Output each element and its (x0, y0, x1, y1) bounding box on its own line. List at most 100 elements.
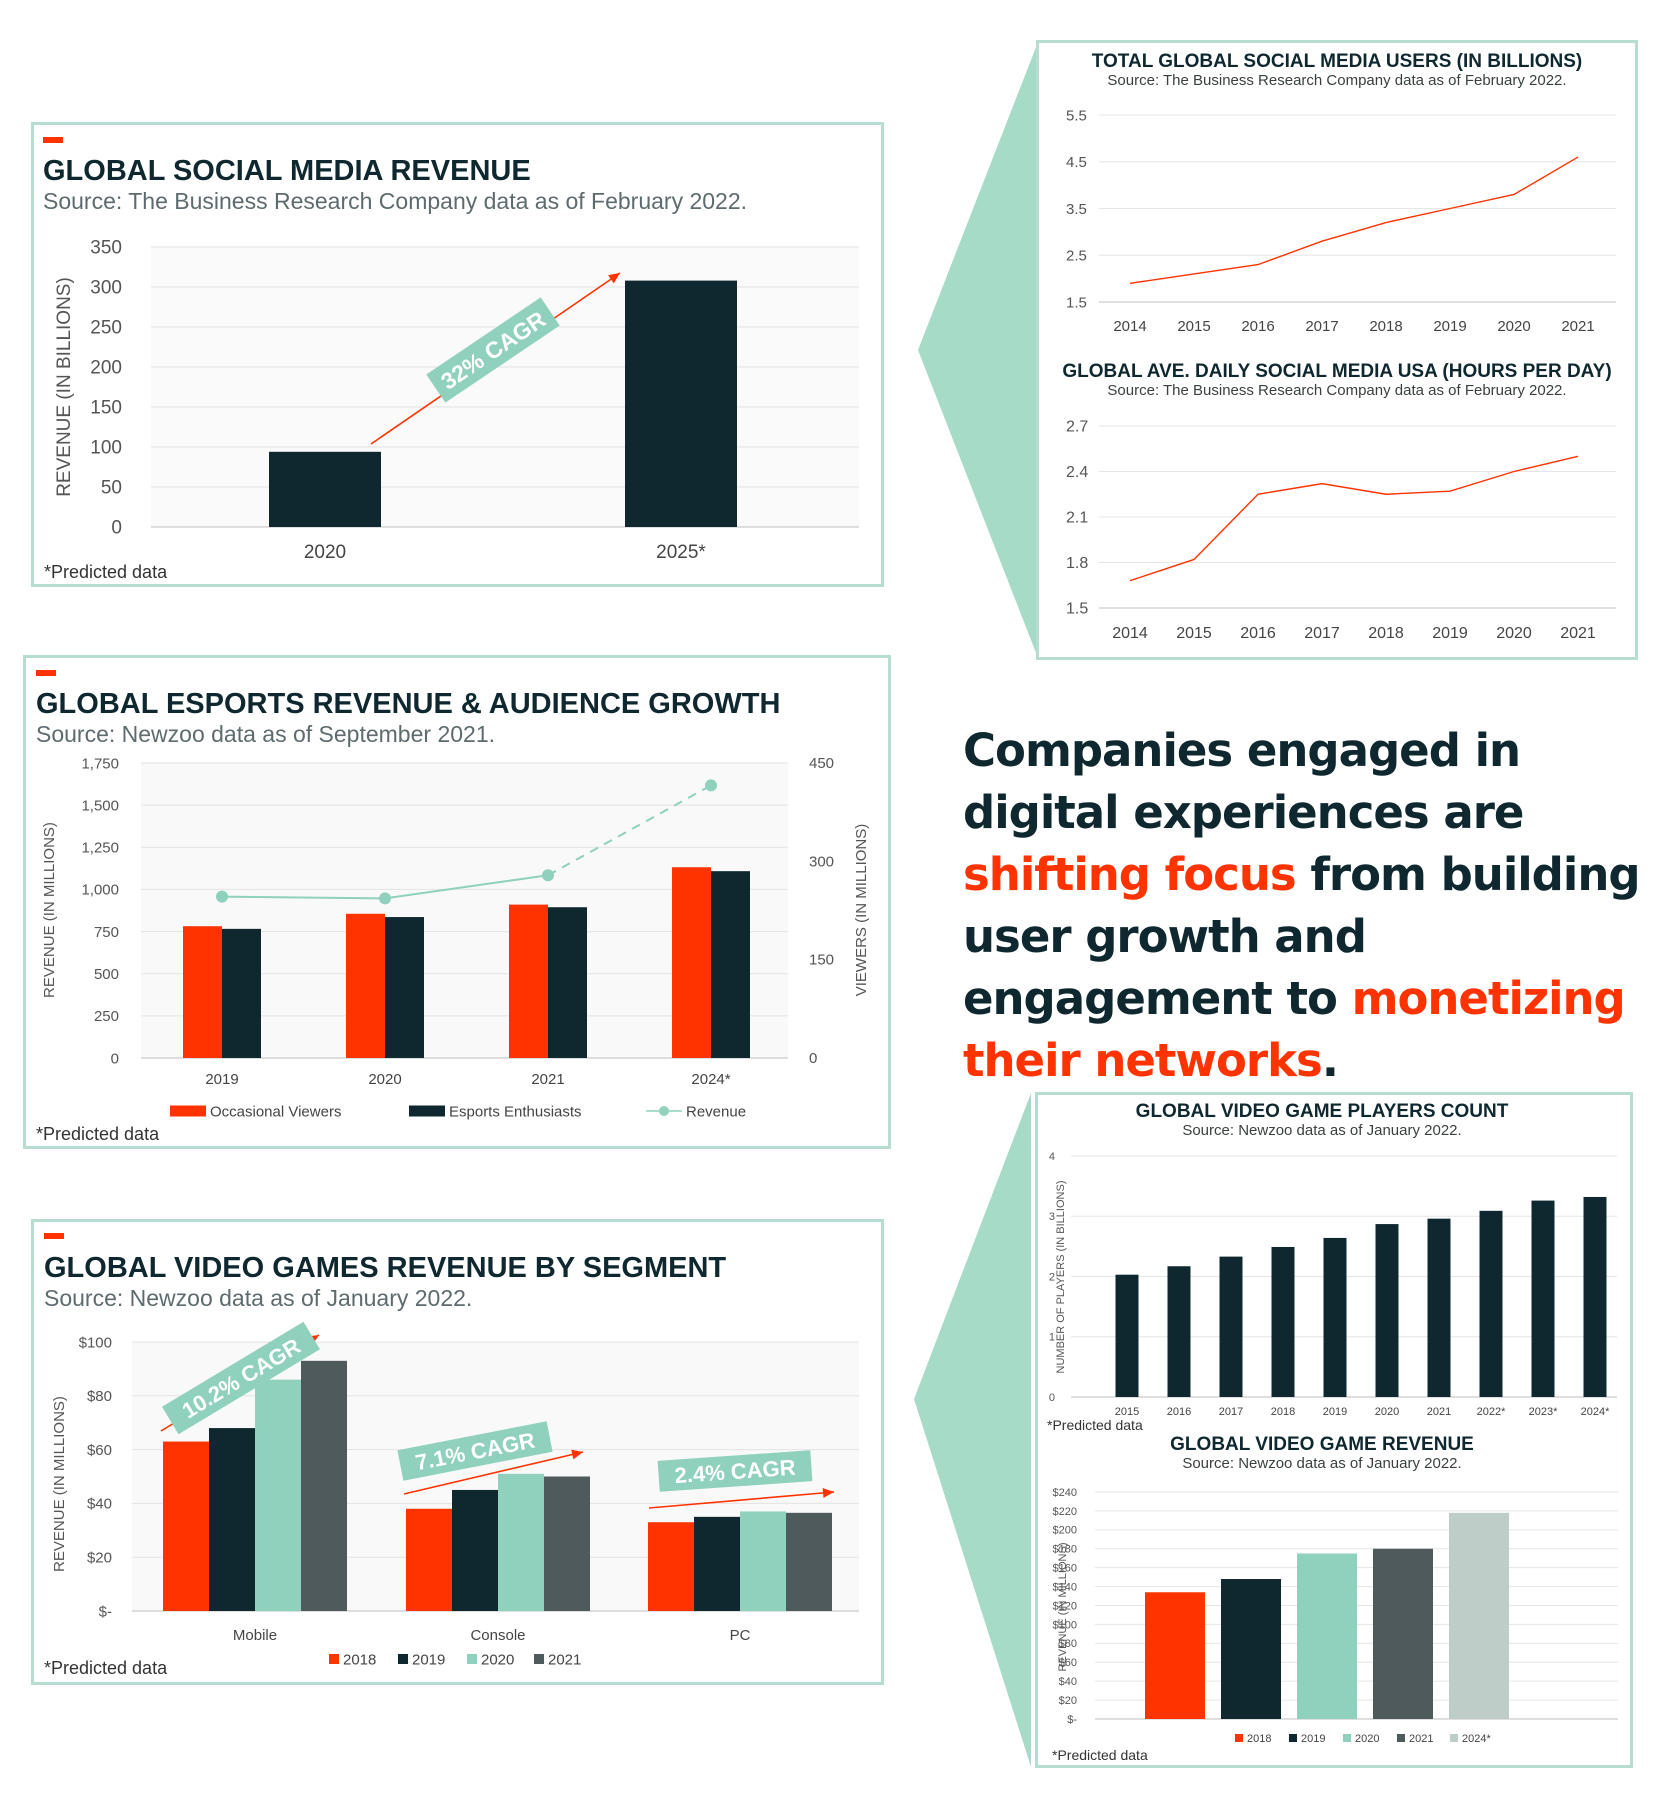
y-tick-label: $- (99, 1603, 112, 1620)
accent-mark (44, 1233, 64, 1239)
legend-swatch (329, 1654, 339, 1664)
x-tick-label: 2020 (368, 1071, 401, 1088)
x-tick-label: 2020 (1497, 318, 1530, 335)
y-tick-label: 2.7 (1066, 419, 1088, 436)
bar (1145, 1592, 1205, 1719)
chart-source-vg-revenue: Source: Newzoo data as of January 2022. (1182, 1455, 1462, 1472)
x-tick-label: 2014 (1113, 318, 1146, 335)
legend-label: 2018 (343, 1651, 376, 1668)
panel-source: Source: Newzoo data as of September 2021… (36, 721, 496, 747)
revenue-point (705, 779, 717, 792)
bar (740, 1511, 786, 1611)
x-tick-label: 2018 (1368, 625, 1404, 642)
y-tick-label: 0 (111, 1050, 119, 1067)
bar (269, 451, 381, 527)
y-tick-label: 3.5 (1066, 201, 1087, 218)
x-tick-label: PC (730, 1627, 751, 1644)
cagr-badge: 2.4% CAGR (657, 1450, 813, 1492)
cagr-badge-bg (657, 1450, 813, 1492)
x-tick-label: 2023* (1529, 1406, 1558, 1418)
y-tick-label: 2.5 (1066, 248, 1087, 265)
legend-label: Esports Enthusiasts (449, 1103, 582, 1120)
accent-mark (43, 137, 63, 143)
bar (648, 1522, 694, 1611)
chart-social-users: 1.5 2.5 3.5 4.5 5.5 2014 2015 2016 2017 2018 2019 2… (1066, 107, 1616, 642)
y-tick-label: $200 (1053, 1525, 1077, 1537)
x-tick-label: 2019 (1323, 1406, 1347, 1418)
y-tick-label: 500 (94, 966, 119, 983)
y-tick-label: 350 (90, 238, 122, 259)
legend-swatch (1397, 1734, 1405, 1742)
legend-label: 2021 (548, 1651, 581, 1668)
x-tick-label: 2016 (1241, 318, 1274, 335)
revenue-point (379, 892, 391, 905)
y-tick-label: $40 (87, 1496, 112, 1513)
chart-video-games: 0 1 2 3 4 NUMBER OF PLAYERS (IN BILLIONS) 2015… (1049, 1151, 1618, 1745)
bar (1531, 1200, 1555, 1397)
legend-label: Occasional Viewers (210, 1103, 341, 1120)
predicted-note: *Predicted data (44, 1658, 168, 1678)
headline-part1: Companies engaged in digital experiences… (963, 724, 1524, 839)
panel-title: GLOBAL SOCIAL MEDIA REVENUE (43, 155, 531, 187)
legend-swatch (170, 1105, 206, 1117)
headline-part3: . (1321, 1034, 1339, 1087)
bar (498, 1473, 544, 1611)
bar (301, 1360, 347, 1611)
y-tick-label: 200 (90, 358, 122, 379)
y-tick-label: 2.1 (1066, 510, 1088, 527)
y-tick-label: $100 (79, 1334, 112, 1351)
legend-swatch (1235, 1734, 1243, 1742)
x-tick-label: 2020 (1496, 625, 1532, 642)
bar (1219, 1256, 1243, 1397)
bar (544, 1476, 590, 1611)
x-tick-label: 2021 (531, 1071, 564, 1088)
y-tick-label: 100 (90, 438, 122, 459)
x-tick-label: 2019 (205, 1071, 238, 1088)
trend-arrow-head (608, 273, 620, 284)
y-tick-label: 1,500 (81, 797, 119, 814)
y-tick-label: 2 (1049, 1271, 1055, 1283)
panel-title: GLOBAL VIDEO GAMES REVENUE BY SEGMENT (44, 1252, 727, 1284)
bar (1271, 1246, 1295, 1397)
x-tick-label: 2020 (1375, 1406, 1399, 1418)
chart-esports: 0 250 500 750 1,000 1,250 1,500 1,750 0 150 300 450… (41, 755, 870, 1120)
bar (1373, 1548, 1433, 1719)
y-tick-label: 750 (94, 924, 119, 941)
bar (672, 867, 711, 1058)
chart-source-users: Source: The Business Research Company da… (1107, 72, 1567, 89)
bar (694, 1516, 740, 1611)
bar (1323, 1237, 1347, 1397)
legend-label: 2018 (1247, 1733, 1271, 1745)
y-tick-label: $100 (1053, 1619, 1077, 1631)
x-tick-label: 2017 (1219, 1406, 1243, 1418)
x-tick-label: Console (470, 1627, 525, 1644)
legend-marker (659, 1106, 669, 1116)
y-tick-label: $60 (1059, 1657, 1077, 1669)
y-tick-label: 1.8 (1066, 555, 1088, 572)
y-axis-label: REVENUE (IN MILLIONS) (51, 1396, 68, 1572)
chart-source-players: Source: Newzoo data as of January 2022. (1182, 1122, 1462, 1139)
trend-arrow-line (648, 1491, 835, 1509)
x-tick-label: 2020 (304, 542, 346, 563)
y-tick-label: $140 (1053, 1581, 1077, 1593)
y-tick-label: 3 (1049, 1211, 1055, 1223)
predicted-note: *Predicted data (36, 1124, 160, 1144)
y-tick-label: 2.4 (1066, 464, 1088, 481)
x-tick-label: 2018 (1271, 1406, 1295, 1418)
y2-axis-label: VIEWERS (IN MILLIONS) (853, 824, 870, 997)
x-tick-label: 2014 (1112, 625, 1148, 642)
bar (1449, 1512, 1509, 1719)
y-axis-label: REVENUE (IN MILLIONS) (1057, 1543, 1069, 1672)
x-tick-label: 2016 (1240, 625, 1276, 642)
legend-label: Revenue (686, 1103, 746, 1120)
x-tick-label: 2015 (1115, 1406, 1139, 1418)
legend-swatch (534, 1654, 544, 1664)
y-tick-label: $80 (87, 1388, 112, 1405)
legend-label: 2021 (1409, 1733, 1433, 1745)
cagr-badge-bg (162, 1321, 320, 1435)
y-tick-label: 150 (90, 398, 122, 419)
predicted-note-vg-revenue: *Predicted data (1052, 1747, 1148, 1763)
bar (1115, 1274, 1139, 1397)
headline-text: Companies engaged in digital experiences… (963, 720, 1653, 1092)
